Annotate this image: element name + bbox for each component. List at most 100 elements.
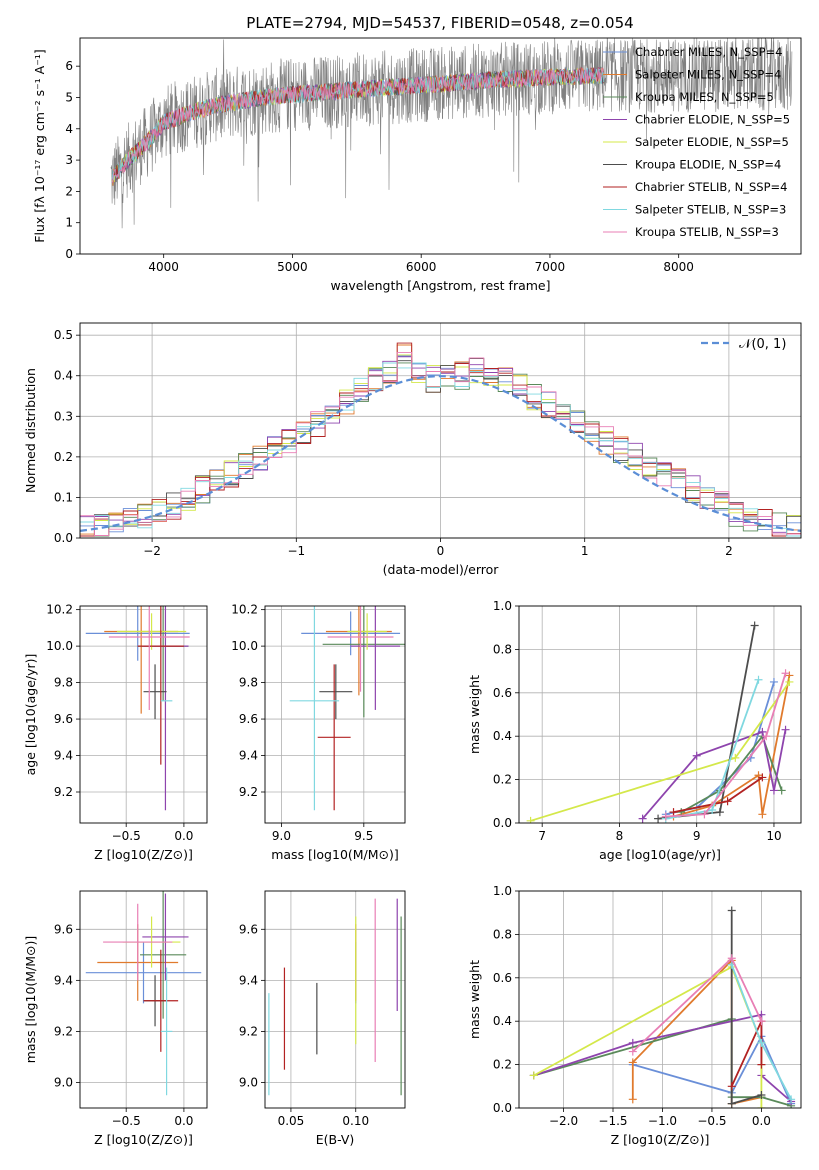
residuals-y-tick-label: 0.4	[54, 369, 73, 383]
massweight-vs-age-point-marker	[758, 773, 767, 782]
spectrum-y-axis-label: Flux [fλ 10⁻¹⁷ erg cm⁻² s⁻¹ A⁻¹]	[32, 49, 47, 242]
mass-vs-ebv-y-tick-label: 9.4	[239, 973, 258, 987]
massweight-vs-age-point-marker	[781, 725, 790, 734]
massweight-vs-age-y-tick-label: 0.4	[493, 729, 512, 743]
age-vs-z-y-tick-label: 9.2	[54, 785, 73, 799]
spectrum-legend-label: Chabrier ELODIE, N_SSP=5	[635, 113, 790, 127]
massweight-vs-age-point-marker	[723, 797, 732, 806]
massweight-vs-age-point-marker	[692, 751, 701, 760]
spectrum-x-tick-label: 8000	[663, 260, 694, 274]
massweight-vs-z-point-marker	[727, 1082, 736, 1091]
massweight-vs-age-series-line	[658, 625, 756, 820]
massweight-vs-age-point-marker	[754, 675, 763, 684]
massweight-vs-z-x-axis-label: Z [log10(Z/Z⊙)]	[611, 1132, 710, 1147]
massweight-vs-age-y-tick-label: 0.2	[493, 773, 512, 787]
massweight-vs-z-point-marker	[757, 1060, 766, 1069]
spectrum-plot-area	[110, 38, 793, 229]
massweight-vs-age-point-marker	[785, 677, 794, 686]
mass-vs-ebv-y-tick-label: 9.2	[239, 1024, 258, 1038]
residuals-x-tick-label: 2	[725, 544, 733, 558]
age-vs-z-x-tick-label: −0.5	[112, 829, 141, 843]
massweight-vs-z-point-marker	[787, 1095, 796, 1104]
mass-vs-ebv-y-tick-label: 9.0	[239, 1075, 258, 1089]
mass-vs-z-y-tick-label: 9.0	[54, 1075, 73, 1089]
massweight-vs-z-point-marker	[727, 906, 736, 915]
age-vs-mass-y-tick-label: 9.2	[239, 785, 258, 799]
massweight-vs-z-point-marker	[757, 1038, 766, 1047]
massweight-vs-z-x-tick-label: −2.0	[549, 1114, 578, 1128]
spectrum-y-tick-label: 2	[65, 184, 73, 198]
residuals-frame	[79, 322, 802, 539]
massweight-vs-z-point-marker	[529, 1071, 538, 1080]
massweight-vs-z-panel: −2.0 −1.5 −1.0 −0.5 0.0 0.0 0.2 0.4 0.6 0.8 1.0 Z […	[467, 884, 802, 1147]
mass-vs-ebv-plot-area	[268, 898, 402, 1096]
spectrum-x-axis-label: wavelength [Angstrom, rest frame]	[330, 278, 550, 293]
residuals-x-tick-label: 1	[581, 544, 589, 558]
age-vs-mass-x-tick-label: 9.5	[354, 829, 373, 843]
mass-vs-z-panel: −0.5 0.0 9.0 9.2 9.4 9.6 Z [log10(Z/Z⊙)] mass […	[23, 890, 208, 1147]
mass-vs-z-y-tick-label: 9.2	[54, 1024, 73, 1038]
age-vs-z-x-tick-label: 0.0	[174, 829, 193, 843]
age-vs-z-y-tick-label: 9.6	[54, 712, 73, 726]
residuals-panel: −2 −1 0 1 2 0.0 0.1 0.2 0.3 0.4 0.5 𝒩(0, 1) (data-mo…	[23, 322, 802, 577]
age-vs-z-y-tick-label: 10.0	[46, 639, 73, 653]
massweight-vs-z-point-marker	[628, 1058, 637, 1067]
massweight-vs-age-point-marker	[661, 812, 670, 821]
massweight-vs-age-point-marker	[769, 677, 778, 686]
massweight-vs-z-x-tick-label: 0.0	[752, 1114, 771, 1128]
spectrum-x-tick-label: 7000	[535, 260, 566, 274]
massweight-vs-z-y-tick-label: 0.0	[493, 1101, 512, 1115]
residuals-histogram-8	[80, 362, 801, 537]
residuals-legend-label: 𝒩(0, 1)	[739, 337, 786, 352]
spectrum-y-tick-label: 0	[65, 247, 73, 261]
massweight-vs-age-point-marker	[750, 621, 759, 630]
age-vs-mass-x-tick-label: 9.0	[272, 829, 291, 843]
massweight-vs-z-plot-area	[529, 906, 796, 1108]
massweight-vs-z-point-marker	[757, 1090, 766, 1099]
massweight-vs-z-y-tick-label: 0.2	[493, 1058, 512, 1072]
age-vs-mass-x-axis-label: mass [log10(M/M⊙)]	[271, 847, 399, 862]
spectrum-legend-label: Salpeter STELIB, N_SSP=3	[635, 203, 786, 217]
massweight-vs-z-point-marker	[628, 1047, 637, 1056]
mass-vs-z-y-tick-label: 9.6	[54, 922, 73, 936]
spectrum-frame	[79, 37, 802, 255]
massweight-vs-age-x-tick-label: 9	[693, 829, 701, 843]
massweight-vs-age-frame	[518, 605, 802, 824]
spectrum-legend-label: Salpeter MILES, N_SSP=4	[635, 68, 781, 82]
age-vs-z-plot-area	[85, 606, 190, 811]
age-vs-mass-frame	[264, 605, 406, 824]
massweight-vs-z-y-tick-label: 0.6	[493, 971, 512, 985]
mass-vs-z-y-tick-label: 9.4	[54, 973, 73, 987]
mass-vs-z-x-tick-label: −0.5	[112, 1114, 141, 1128]
massweight-vs-z-frame	[518, 890, 802, 1109]
spectrum-y-tick-label: 5	[65, 90, 73, 104]
massweight-vs-age-y-tick-label: 0.6	[493, 686, 512, 700]
residuals-histogram-9	[80, 351, 801, 536]
spectrum-panel: 4000 5000 6000 7000 8000 0 1 2 3 4 5 6 Chabrier MILE…	[32, 37, 802, 293]
spectrum-legend-label: Chabrier STELIB, N_SSP=4	[635, 180, 787, 194]
figure-title: PLATE=2794, MJD=54537, FIBERID=0548, z=0…	[246, 14, 633, 32]
massweight-vs-age-x-tick-label: 8	[616, 829, 624, 843]
spectrum-model-line-9	[111, 67, 604, 183]
massweight-vs-age-y-tick-label: 0.8	[493, 642, 512, 656]
mass-vs-ebv-x-tick-label: 0.10	[342, 1114, 369, 1128]
massweight-vs-age-point-marker	[638, 814, 647, 823]
spectrum-legend-label: Kroupa ELODIE, N_SSP=4	[635, 158, 781, 172]
mass-vs-z-y-axis-label: mass [log10(M/M⊙)]	[23, 936, 38, 1064]
spectrum-x-tick-label: 6000	[406, 260, 437, 274]
massweight-vs-z-point-marker	[757, 1017, 766, 1026]
residuals-y-tick-label: 0.0	[54, 531, 73, 545]
massweight-vs-age-point-marker	[758, 727, 767, 736]
massweight-vs-age-y-tick-label: 0.0	[493, 816, 512, 830]
massweight-vs-age-series-line	[665, 673, 787, 818]
massweight-vs-age-point-marker	[781, 669, 790, 678]
massweight-vs-age-point-marker	[762, 732, 771, 741]
massweight-vs-age-point-marker	[758, 810, 767, 819]
residuals-y-tick-label: 0.5	[54, 328, 73, 342]
residuals-histogram-6	[80, 358, 801, 537]
mass-vs-ebv-panel: 0.05 0.10 9.0 9.2 9.4 9.6 E(B-V)	[239, 890, 406, 1147]
massweight-vs-z-y-axis-label: mass weight	[467, 960, 482, 1039]
spectrum-y-tick-label: 6	[65, 59, 73, 73]
spectrum-legend-label: Salpeter ELODIE, N_SSP=5	[635, 135, 789, 149]
